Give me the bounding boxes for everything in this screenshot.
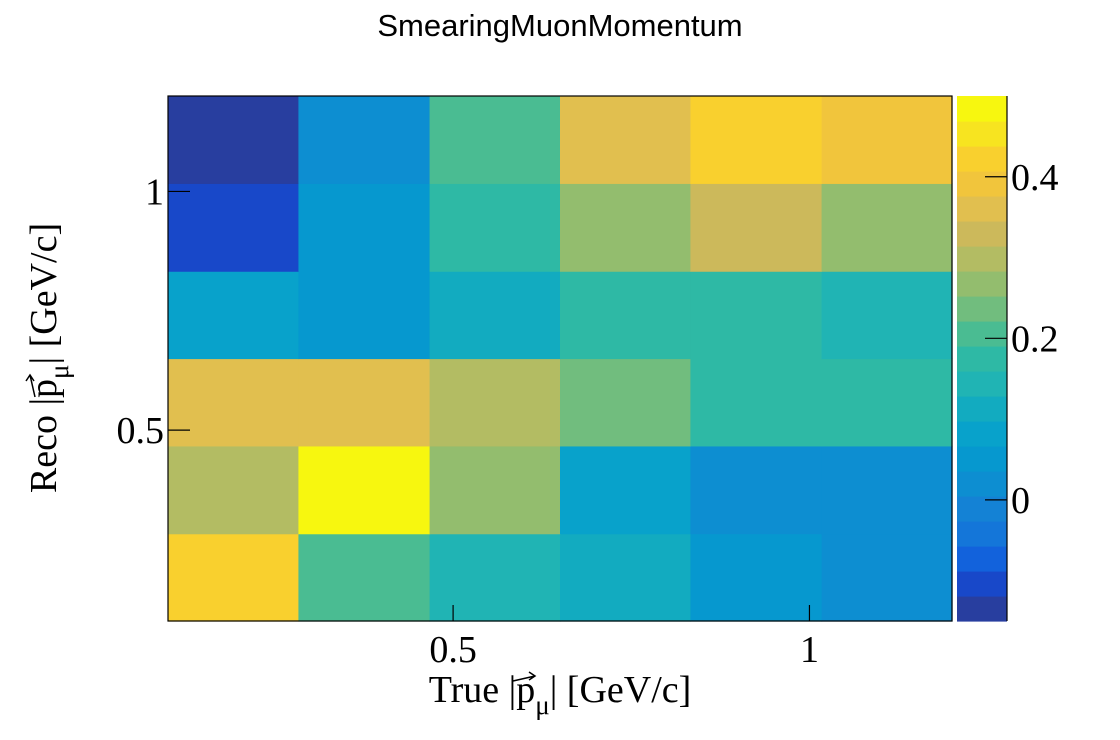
palette-swatch (957, 221, 1007, 247)
heatmap-cells (168, 96, 953, 622)
palette-swatch (957, 171, 1007, 197)
heatmap-cell (560, 445, 692, 535)
heatmap-cell (298, 358, 431, 447)
palette-swatch (957, 246, 1007, 272)
x-axis-vector-arrow (512, 671, 537, 682)
palette-swatch (957, 321, 1007, 347)
heatmap-cell (298, 533, 431, 622)
heatmap-cell (690, 96, 823, 184)
heatmap-cell (821, 445, 953, 535)
palette-swatch (957, 346, 1007, 372)
palette-swatch (957, 96, 1007, 122)
x-axis-ticks: 0.5 1 (429, 605, 819, 671)
heatmap-cell (168, 445, 300, 535)
heatmap-cell (429, 271, 561, 360)
palette-tick-label: 0.4 (1011, 157, 1059, 199)
heatmap-cell (821, 96, 953, 184)
heatmap-cell (429, 533, 561, 622)
heatmap-cell (168, 183, 300, 272)
palette-swatch (957, 421, 1007, 447)
palette-swatch (957, 571, 1007, 597)
y-tick-label: 1 (145, 171, 164, 213)
palette-swatch (957, 396, 1007, 422)
heatmap-cell (690, 358, 823, 447)
color-palette (957, 96, 1008, 622)
heatmap-cell (429, 445, 561, 535)
color-palette-ticks: 0 0.2 0.4 (985, 157, 1059, 522)
palette-swatch (957, 446, 1007, 472)
heatmap-cell (298, 445, 431, 535)
palette-swatch (957, 371, 1007, 397)
heatmap-cell (298, 271, 431, 360)
heatmap-cell (168, 96, 300, 184)
palette-swatch (957, 196, 1007, 222)
palette-swatch (957, 521, 1007, 547)
heatmap-cell (298, 183, 431, 272)
plot-frame (167, 95, 953, 622)
heatmap-cell (168, 358, 300, 447)
palette-swatch (957, 546, 1007, 572)
x-tick-label: 0.5 (429, 629, 477, 671)
x-axis-label: True |pμ| [GeV/c] (429, 669, 692, 720)
heatmap-cell (690, 183, 823, 272)
palette-swatch (957, 596, 1007, 622)
heatmap-cell (690, 533, 823, 622)
y-axis-ticks: 0.51 (117, 171, 190, 452)
palette-swatch (957, 121, 1007, 147)
heatmap-cell (429, 183, 561, 272)
chart-title: SmearingMuonMomentum (377, 8, 742, 43)
palette-swatch (957, 271, 1007, 297)
y-tick-label: 0.5 (117, 410, 165, 452)
heatmap-cell (560, 96, 692, 184)
palette-swatch (957, 296, 1007, 322)
heatmap-cell (821, 271, 953, 360)
heatmap-cell (690, 445, 823, 535)
heatmap-cell (560, 271, 692, 360)
heatmap-cell (560, 183, 692, 272)
palette-swatch (957, 471, 1007, 497)
heatmap-cell (821, 358, 953, 447)
heatmap-cell (168, 271, 300, 360)
heatmap-cell (168, 533, 300, 622)
palette-tick-label: 0 (1011, 480, 1030, 522)
heatmap-cell (298, 96, 431, 184)
heatmap-cell (429, 96, 561, 184)
y-axis-vector-arrow (25, 373, 36, 398)
heatmap-cell (821, 533, 953, 622)
palette-swatch (957, 146, 1007, 172)
heatmap-cell (821, 183, 953, 272)
heatmap-cell (560, 533, 692, 622)
heatmap-cell (429, 358, 561, 447)
y-axis-label: Reco |pμ| [GeV/c] (23, 223, 74, 493)
heatmap-cell (690, 271, 823, 360)
palette-tick-label: 0.2 (1011, 318, 1059, 360)
x-tick-label: 1 (800, 629, 819, 671)
heatmap-cell (560, 358, 692, 447)
